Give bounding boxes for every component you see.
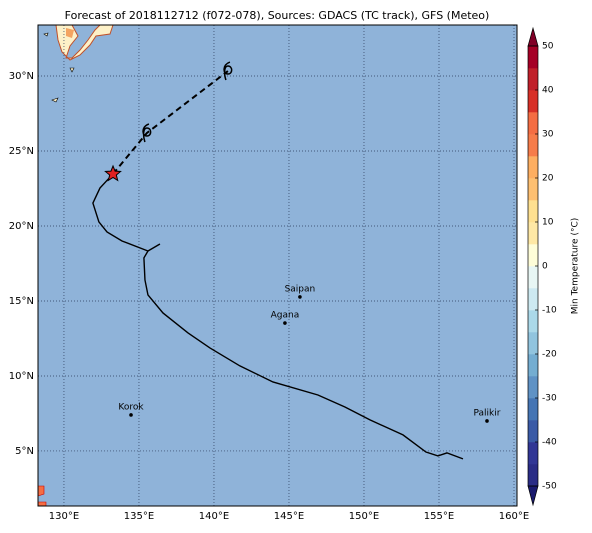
colorbar-bin [528,288,538,311]
typhoon-symbol [223,61,233,81]
colorbar-bin [528,398,538,421]
sea [38,25,517,506]
colorbar-tick-label: -20 [542,350,557,360]
colorbar-bin [528,112,538,135]
colorbar-tick-label: 0 [542,262,548,272]
colorbar-bin [528,200,538,223]
colorbar-bin [528,332,538,355]
current-position [104,164,122,182]
colorbar-bin [528,222,538,245]
place-dot [129,413,133,417]
place-dot [283,321,287,325]
place-dot [298,295,302,299]
colorbar-bin [528,244,538,267]
track-line [92,173,464,460]
colorbar-bin [528,442,538,465]
colorbar-bin [528,68,538,91]
typhoon-symbol [142,123,152,143]
map-frame [37,24,518,507]
x-tick-label: 160°E [499,511,529,522]
place-label: Saipan [285,284,316,294]
colorbar-tick-label: -30 [542,394,557,404]
x-tick-label: 155°E [424,511,454,522]
colorbar-tick-label: 50 [542,42,554,52]
colorbar-bin [528,178,538,201]
x-tick-label: 130°E [49,511,79,522]
colorbar-bin [528,310,538,333]
colorbar-tick-label: -40 [542,438,557,448]
colorbar-bin [528,354,538,377]
y-tick-label: 5°N [15,446,34,457]
place-label: Korok [118,402,144,412]
x-tick-label: 150°E [349,511,379,522]
colorbar-bin [528,46,538,69]
y-tick-label: 10°N [9,371,34,382]
colorbar-tick-label: -10 [542,306,557,316]
colorbar-bin [528,156,538,179]
colorbar-bin [528,90,538,113]
colorbar-tick-label: 30 [542,130,554,140]
y-tick-label: 30°N [9,71,34,82]
colorbar-tick-label: 20 [542,174,554,184]
colorbar-extend-under [527,485,539,507]
colorbar-bin [528,464,538,487]
place-dot [485,419,489,423]
y-tick-label: 15°N [9,296,34,307]
colorbar-label: Min Temperature (°C) [571,218,581,315]
colorbar-bin [528,266,538,289]
colorbar-tick-label: 40 [542,86,554,96]
colorbar-tick-label: -50 [542,482,557,492]
y-tick-label: 20°N [9,221,34,232]
colorbar-extend-over [527,26,539,47]
x-tick-label: 140°E [199,511,229,522]
colorbar-bin [528,376,538,399]
colorbar-bin [528,134,538,157]
place-label: Palikir [474,408,501,418]
x-tick-label: 145°E [274,511,304,522]
forecast-line [112,70,229,175]
colorbar-tick-label: 10 [542,218,554,228]
x-tick-label: 135°E [124,511,154,522]
chart-title: Forecast of 2018112712 (f072-078), Sourc… [65,9,490,22]
place-label: Agana [271,311,300,321]
colorbar-bin [528,420,538,443]
y-tick-label: 25°N [9,146,34,157]
